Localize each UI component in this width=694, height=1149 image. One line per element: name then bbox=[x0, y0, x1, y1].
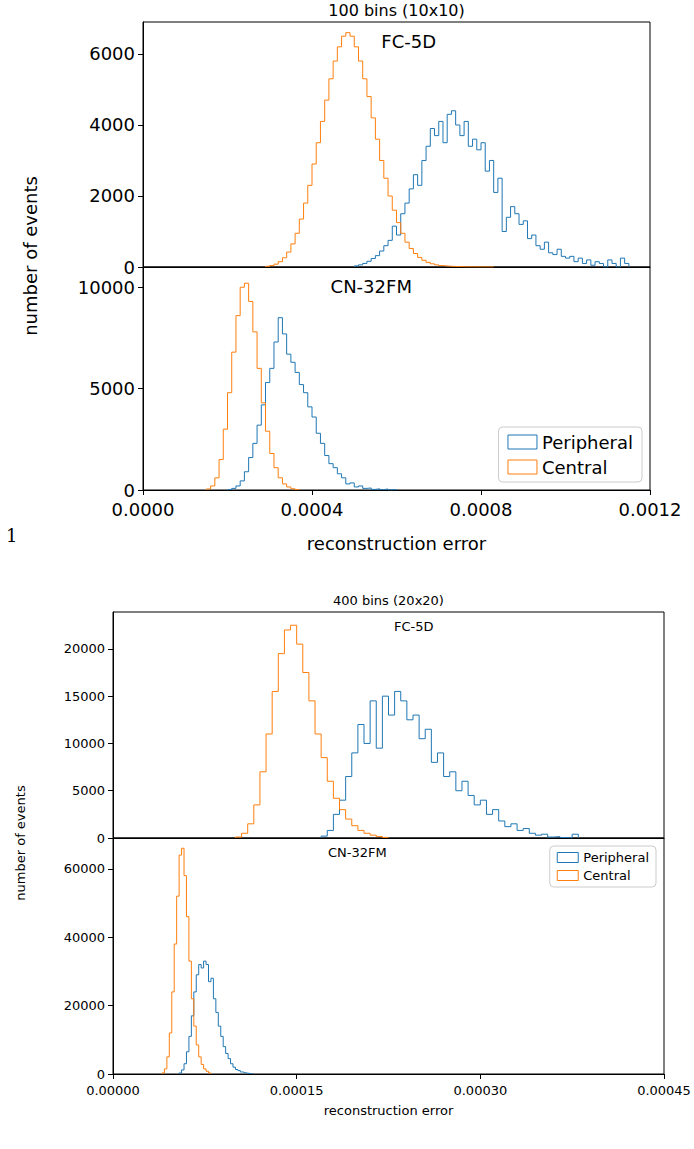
svg-text:reconstruction error: reconstruction error bbox=[307, 533, 487, 554]
svg-text:0.00000: 0.00000 bbox=[86, 1083, 140, 1098]
svg-text:number of events: number of events bbox=[20, 176, 41, 336]
svg-text:0: 0 bbox=[124, 480, 135, 501]
svg-text:0.0008: 0.0008 bbox=[450, 499, 513, 520]
svg-text:FC-5D: FC-5D bbox=[381, 31, 436, 52]
svg-text:0.0012: 0.0012 bbox=[619, 499, 682, 520]
svg-text:CN-32FM: CN-32FM bbox=[328, 845, 387, 860]
svg-text:1: 1 bbox=[6, 525, 17, 546]
svg-text:0: 0 bbox=[97, 1067, 105, 1082]
svg-text:400 bins (20x20): 400 bins (20x20) bbox=[333, 593, 444, 608]
svg-text:0: 0 bbox=[124, 257, 135, 278]
svg-text:20000: 20000 bbox=[64, 998, 105, 1013]
svg-text:Peripheral: Peripheral bbox=[542, 432, 633, 453]
svg-text:2000: 2000 bbox=[89, 185, 135, 206]
svg-text:5000: 5000 bbox=[72, 783, 105, 798]
svg-text:number of events: number of events bbox=[13, 785, 28, 901]
svg-text:0.00045: 0.00045 bbox=[637, 1083, 691, 1098]
svg-text:Peripheral: Peripheral bbox=[583, 850, 649, 865]
svg-text:0.0004: 0.0004 bbox=[281, 499, 344, 520]
svg-text:60000: 60000 bbox=[64, 861, 105, 876]
svg-text:15000: 15000 bbox=[64, 689, 105, 704]
svg-text:CN-32FM: CN-32FM bbox=[331, 276, 412, 297]
svg-text:5000: 5000 bbox=[89, 378, 135, 399]
svg-text:Central: Central bbox=[542, 457, 608, 478]
svg-text:0.0000: 0.0000 bbox=[112, 499, 175, 520]
svg-text:20000: 20000 bbox=[64, 641, 105, 656]
svg-text:10000: 10000 bbox=[78, 277, 135, 298]
svg-text:Central: Central bbox=[583, 868, 630, 883]
svg-text:0.00015: 0.00015 bbox=[270, 1083, 324, 1098]
svg-text:40000: 40000 bbox=[64, 930, 105, 945]
svg-text:reconstruction error: reconstruction error bbox=[324, 1103, 454, 1118]
svg-text:FC-5D: FC-5D bbox=[394, 619, 434, 634]
svg-text:0.00030: 0.00030 bbox=[453, 1083, 507, 1098]
svg-text:0: 0 bbox=[97, 831, 105, 846]
svg-text:4000: 4000 bbox=[89, 114, 135, 135]
svg-text:100 bins (10x10): 100 bins (10x10) bbox=[328, 1, 464, 20]
svg-text:6000: 6000 bbox=[89, 43, 135, 64]
svg-text:10000: 10000 bbox=[64, 736, 105, 751]
